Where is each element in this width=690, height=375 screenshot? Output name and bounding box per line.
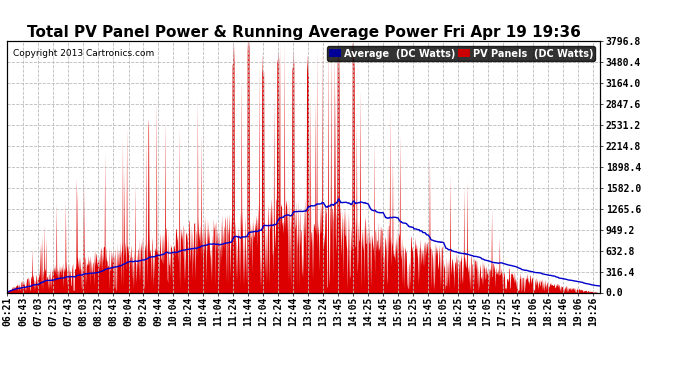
Legend: Average  (DC Watts), PV Panels  (DC Watts): Average (DC Watts), PV Panels (DC Watts): [326, 46, 595, 61]
Title: Total PV Panel Power & Running Average Power Fri Apr 19 19:36: Total PV Panel Power & Running Average P…: [27, 25, 580, 40]
Text: Copyright 2013 Cartronics.com: Copyright 2013 Cartronics.com: [13, 49, 154, 58]
